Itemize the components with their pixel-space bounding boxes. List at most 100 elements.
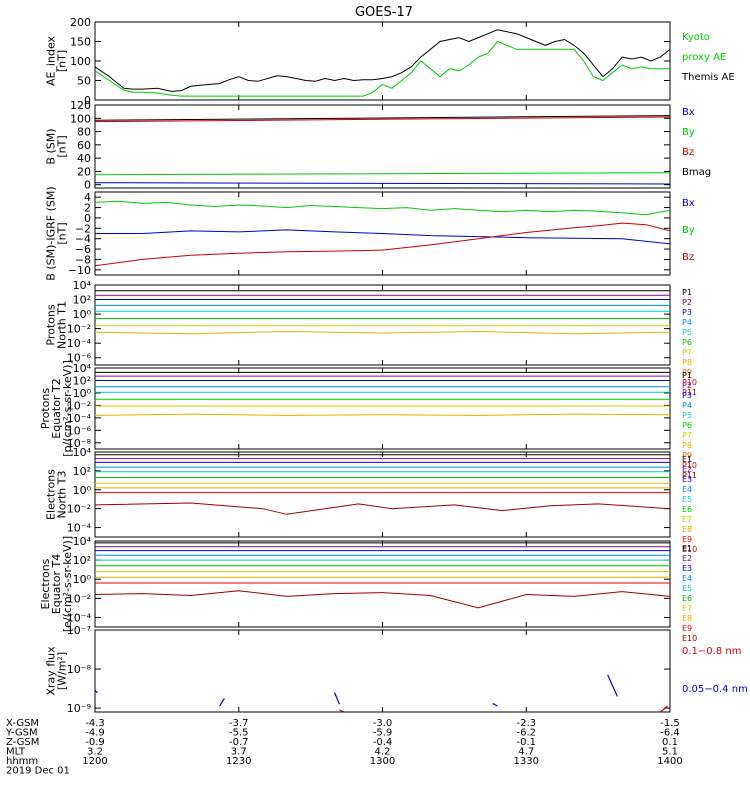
- legend-entry: P2: [682, 381, 692, 390]
- y-axis-label: [W/m²]: [56, 652, 69, 690]
- legend-entry: 0.05−0.4 nm: [682, 684, 748, 695]
- legend-entry: E9: [682, 535, 692, 544]
- series-0-05-0-4-nm-segment: [492, 702, 498, 707]
- ephemeris-value: -1.5: [660, 718, 680, 729]
- y-tick-label: 10⁻²: [67, 503, 91, 516]
- legend-entry: Kyoto: [682, 32, 710, 43]
- y-axis-label: Equator T4: [50, 554, 63, 614]
- panel-frame: [94, 540, 671, 628]
- legend-entry: Bz: [682, 252, 694, 263]
- y-axis-label: North T1: [56, 301, 69, 349]
- y-tick-label: 10⁻⁶: [67, 352, 92, 365]
- series-bx: [94, 182, 671, 185]
- ephemeris-value: 4.7: [518, 747, 534, 758]
- legend-entry: 0.1−0.8 nm: [682, 646, 741, 657]
- legend-entry: E1: [682, 455, 692, 464]
- ephemeris-value: -0.9: [85, 737, 105, 748]
- legend-entry: proxy AE: [682, 52, 726, 63]
- y-tick-label: 100: [70, 112, 91, 125]
- ephemeris-value: -0.4: [373, 737, 393, 748]
- y-tick-label: 10⁰: [73, 573, 92, 586]
- legend-entry: P8: [682, 441, 692, 450]
- legend-entry: E2: [682, 465, 692, 474]
- panel-ae: 0 50 100 150 200 AE_index[nT] Kyoto proxy AE The…: [45, 16, 735, 107]
- ephemeris-value: -4.9: [85, 728, 105, 739]
- ephemeris-value: -0.7: [229, 737, 249, 748]
- y-axis-label: [nT]: [56, 222, 69, 244]
- y-axis-label: Protons: [45, 304, 58, 345]
- y-tick-label: 10²: [73, 465, 91, 478]
- ephemeris-row-label: MLT: [6, 747, 26, 758]
- y-tick-label: 40: [77, 152, 91, 165]
- legend-entry: P1: [682, 371, 692, 380]
- legend-entry: By: [682, 127, 695, 138]
- ephemeris-value: -3.7: [229, 718, 249, 729]
- y-tick-label: 10⁰: [73, 387, 92, 400]
- legend-entry: By: [682, 225, 695, 236]
- y-tick-label: 10²: [73, 554, 91, 567]
- y-tick-label: 10⁴: [73, 279, 92, 292]
- ephemeris-value: -6.4: [660, 728, 680, 739]
- series-p8: [94, 413, 671, 416]
- y-axis-label: B (SM): [45, 128, 58, 164]
- y-tick-label: 10⁻⁴: [67, 522, 92, 535]
- legend-entry: E6: [682, 594, 692, 603]
- legend-entry: Bx: [682, 198, 695, 209]
- y-tick-label: 200: [70, 16, 91, 29]
- series-kyoto-proxy-ae: [94, 40, 670, 97]
- ephemeris-value: 1400: [657, 756, 682, 767]
- legend-entry: E5: [682, 495, 692, 504]
- legend-entry: P1: [682, 288, 692, 297]
- series-0-05-0-4-nm-segment: [219, 697, 225, 707]
- y-tick-label: 10⁻⁸: [67, 663, 92, 676]
- y-tick-label: −2: [75, 222, 91, 235]
- legend-entry: P9: [682, 451, 692, 460]
- y-tick-label: 10⁴: [73, 535, 92, 548]
- ephemeris-value: 1230: [226, 756, 251, 767]
- legend-entry: E7: [682, 515, 692, 524]
- ephemeris-value: 0.1: [662, 737, 678, 748]
- legend-entry: P7: [682, 431, 692, 440]
- series-0-1-0-8-nm-segment: [660, 705, 668, 713]
- y-axis-label: [p/(cm²-s-sr-keV)]: [61, 360, 74, 457]
- series-0-05-0-4-nm-segment: [334, 692, 340, 705]
- legend-entry: Bz: [682, 147, 694, 158]
- legend-entry: P3: [682, 308, 692, 317]
- y-tick-label: 2: [84, 202, 91, 215]
- plot-title: GOES-17: [355, 5, 413, 20]
- legend-entry: E5: [682, 584, 692, 593]
- legend-entry: P11: [682, 388, 697, 397]
- ephemeris-value: 1300: [370, 756, 395, 767]
- y-tick-label: −4: [75, 233, 91, 246]
- legend-entry: P10: [682, 461, 697, 470]
- panel-frame: [94, 284, 671, 366]
- ephemeris-value: 3.2: [87, 747, 103, 758]
- series-0-05-0-4-nm-segment: [94, 690, 98, 693]
- y-tick-label: 10⁻⁴: [67, 337, 92, 350]
- y-tick-label: 10²: [73, 374, 91, 387]
- y-tick-label: 10⁻⁶: [67, 424, 92, 437]
- y-axis-label: [e/(cm²-s-sr-keV)]: [61, 536, 74, 632]
- series-by: [94, 200, 671, 216]
- y-tick-label: 0: [84, 212, 91, 225]
- y-tick-label: 80: [77, 126, 91, 139]
- legend-entry: E7: [682, 604, 692, 613]
- legend-entry: P5: [682, 411, 692, 420]
- legend-entry: P6: [682, 338, 692, 347]
- legend-entry: P2: [682, 298, 692, 307]
- ephemeris-row-label: Z-GSM: [6, 737, 39, 748]
- legend-entry: E2: [682, 554, 692, 563]
- legend-entry: Bx: [682, 107, 695, 118]
- y-tick-label: 10⁻⁴: [67, 412, 92, 425]
- series-p8: [94, 330, 671, 335]
- series-by: [94, 172, 671, 176]
- y-tick-label: 150: [70, 36, 91, 49]
- y-axis-label: [nT]: [56, 135, 69, 157]
- y-axis-label: Protons: [39, 388, 52, 429]
- series-themis-ae: [94, 29, 671, 92]
- ephemeris-row-label: hhmm: [6, 756, 38, 767]
- y-axis-label: Equator T2: [50, 378, 63, 438]
